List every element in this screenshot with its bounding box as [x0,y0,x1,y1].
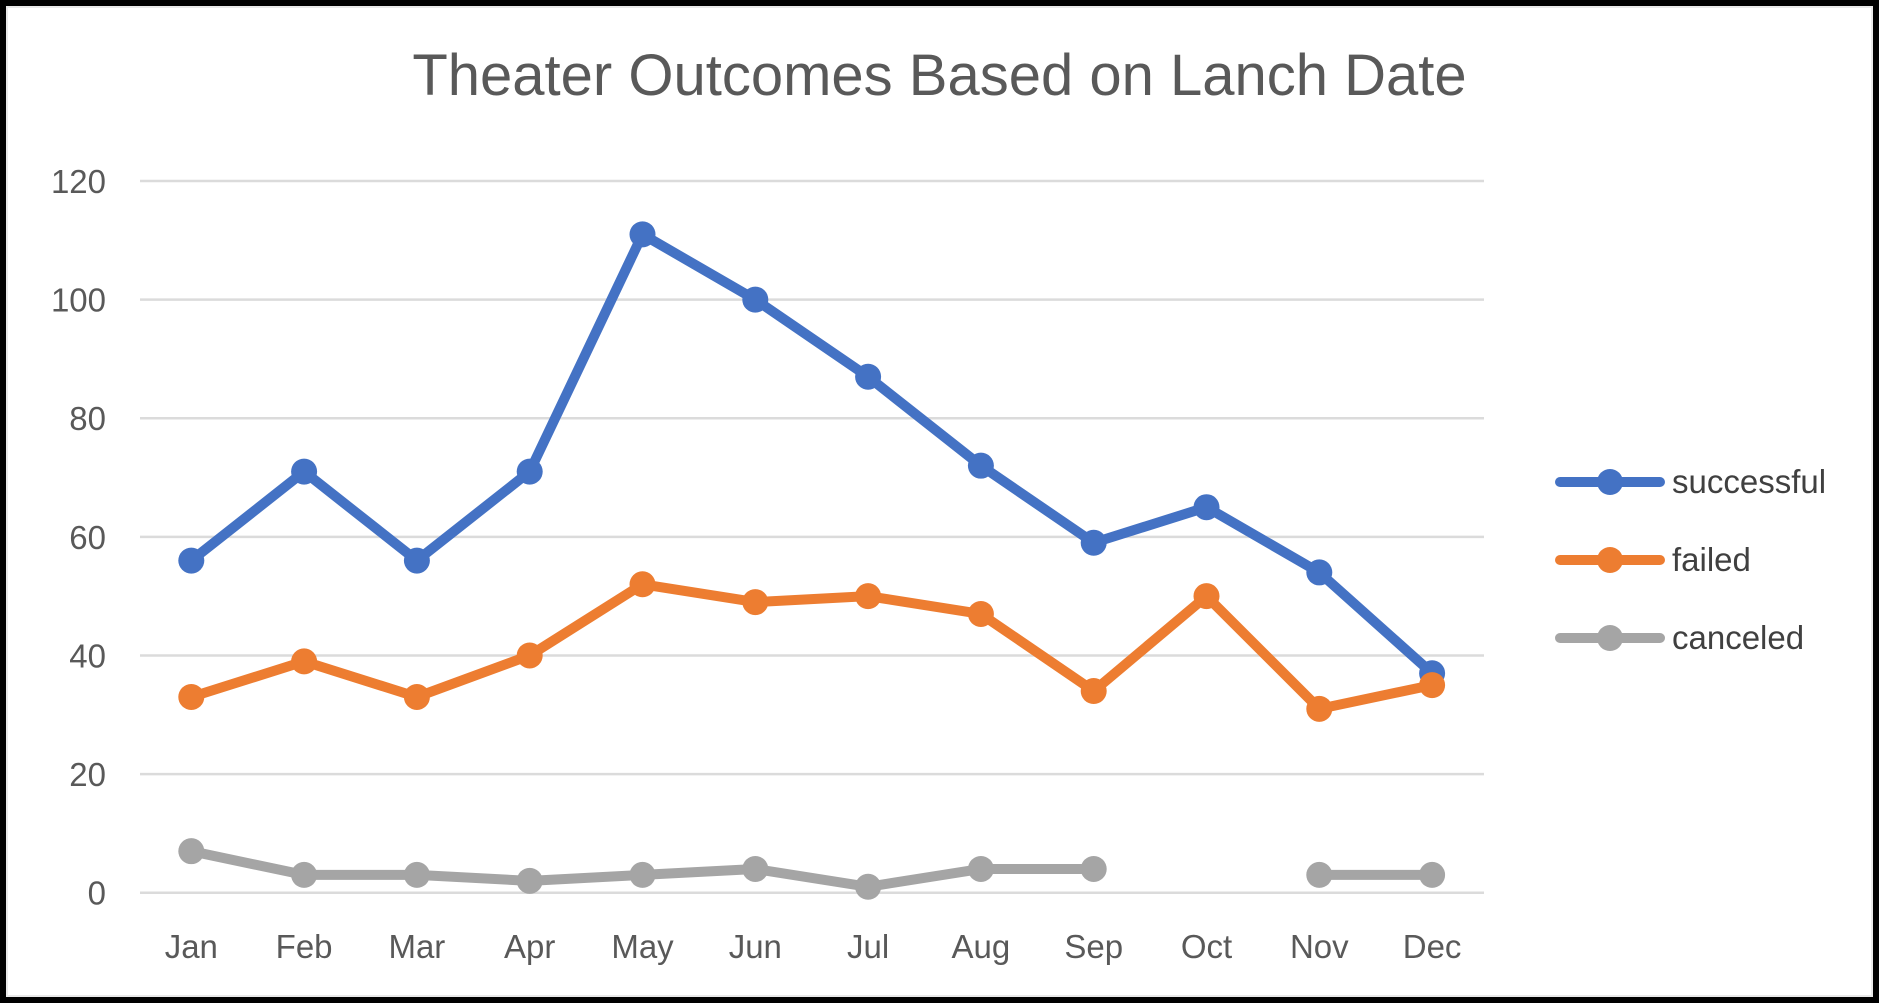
x-axis-tick-label: Jun [729,928,782,965]
y-axis-tick-label: 0 [88,875,106,912]
data-point-failed-Feb [291,648,318,675]
data-point-canceled-Mar [403,861,430,888]
series-line-failed [186,579,1438,714]
y-axis-tick-label: 100 [51,282,106,319]
data-point-failed-Jul [855,583,882,610]
x-axis-tick-label: Jan [165,928,218,965]
data-point-successful-Jun [742,286,769,313]
data-point-failed-Sep [1080,678,1107,705]
data-point-successful-Jan [178,547,205,574]
data-point-successful-May [629,221,656,248]
data-point-failed-Dec [1419,672,1446,699]
x-axis-tick-label: Mar [388,928,445,965]
legend-item-failed: failed [1555,541,1826,578]
data-point-successful-Feb [291,458,318,485]
data-point-failed-Apr [516,642,543,669]
data-point-failed-Aug [967,600,994,627]
legend-marker-canceled [1555,625,1665,651]
x-axis-tick-label: Aug [952,928,1011,965]
legend-marker-successful [1555,469,1665,495]
x-axis-tick-label: Dec [1403,928,1462,965]
y-axis-tick-label: 40 [69,637,106,674]
data-point-failed-Oct [1193,583,1220,610]
data-point-failed-May [629,571,656,598]
legend-label-successful: successful [1672,463,1827,500]
legend-marker-failed [1555,547,1665,573]
legend-label-failed: failed [1672,541,1751,578]
y-axis-tick-label: 20 [69,756,106,793]
data-point-canceled-Dec [1419,861,1446,888]
x-axis-tick-label: Feb [276,928,333,965]
data-point-failed-Nov [1306,695,1333,722]
data-point-canceled-Aug [967,855,994,882]
line-chart-plot-area: 0 20 40 60 80 100 120 Jan Feb Mar Apr May Jun Jul Aug S… [51,163,1484,965]
legend-label-canceled: canceled [1672,619,1805,656]
data-point-canceled-Sep [1080,855,1107,882]
data-point-successful-Mar [403,547,430,574]
data-point-canceled-May [629,861,656,888]
x-axis-tick-label: Oct [1181,928,1232,965]
y-axis-tick-label: 80 [69,400,106,437]
data-point-canceled-Feb [291,861,318,888]
x-axis-tick-label: Sep [1064,928,1123,965]
series-line-successful [186,229,1438,679]
data-point-successful-Jul [855,363,882,390]
legend-item-canceled: canceled [1555,619,1826,656]
data-point-canceled-Jan [178,838,205,865]
legend: successful failed canceled [1555,463,1827,656]
data-point-successful-Nov [1306,559,1333,586]
data-point-failed-Jan [178,683,205,710]
data-point-canceled-Nov [1306,861,1333,888]
data-point-successful-Oct [1193,494,1220,521]
chart-title: Theater Outcomes Based on Lanch Date [412,43,1467,108]
data-point-canceled-Apr [516,867,543,894]
data-point-canceled-Jun [742,855,769,882]
data-point-failed-Mar [403,683,430,710]
data-point-failed-Jun [742,589,769,616]
y-axis-tick-label: 60 [69,519,106,556]
x-axis-tick-label: Apr [504,928,555,965]
data-point-canceled-Jul [855,873,882,900]
x-axis-tick-label: Nov [1290,928,1349,965]
data-point-successful-Aug [967,452,994,479]
legend-item-successful: successful [1555,463,1827,500]
data-point-successful-Sep [1080,529,1107,556]
x-axis-tick-label: May [611,928,674,965]
y-axis-tick-label: 120 [51,163,106,200]
data-point-successful-Apr [516,458,543,485]
x-axis-tick-label: Jul [847,928,889,965]
